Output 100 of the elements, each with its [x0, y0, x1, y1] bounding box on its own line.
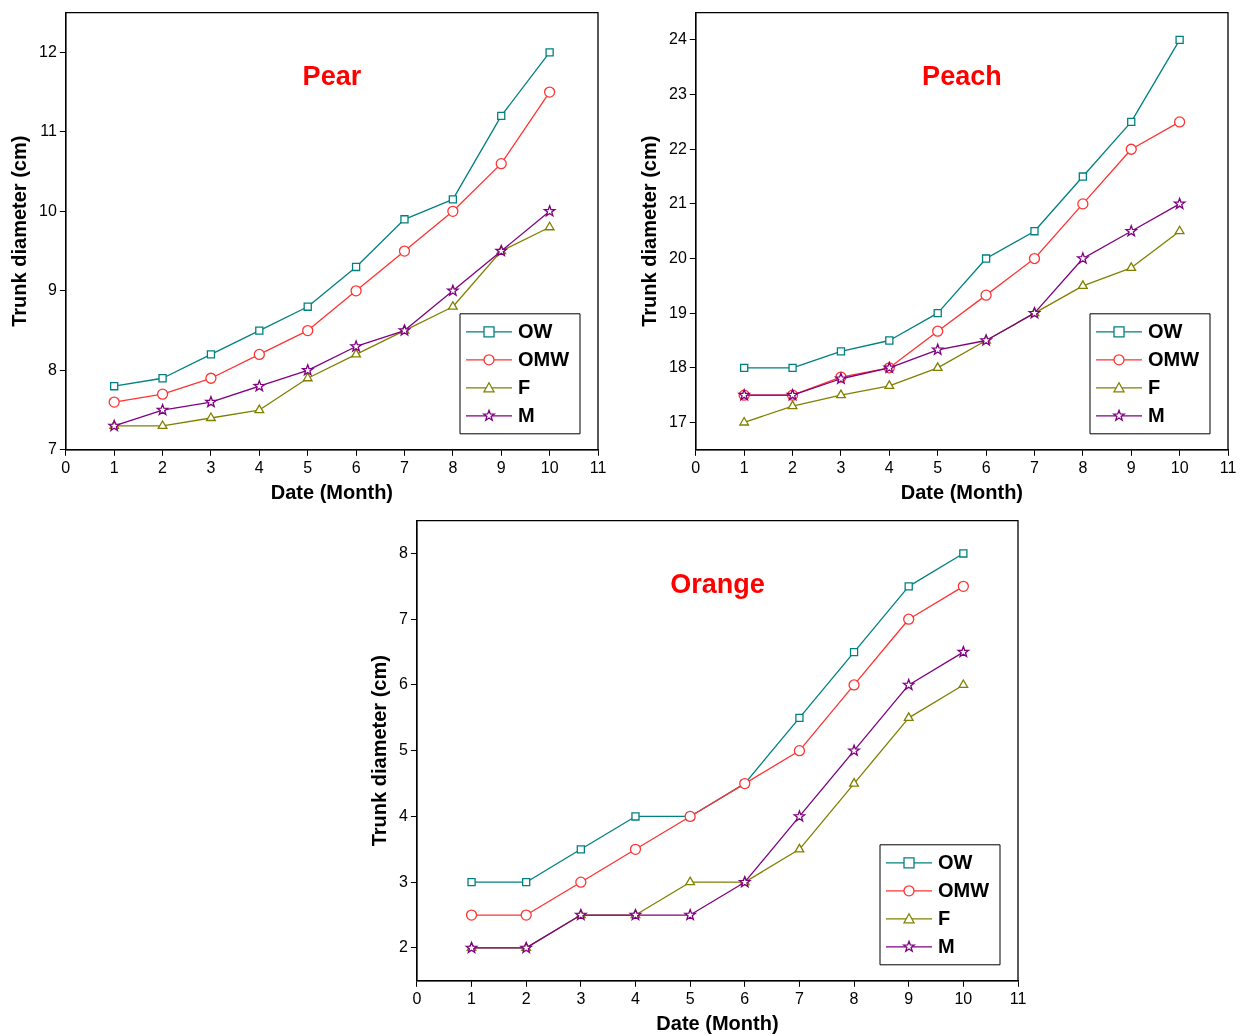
- legend-label: OMW: [1148, 348, 1200, 371]
- point: [884, 380, 895, 390]
- point: [795, 713, 804, 723]
- point: [932, 325, 944, 337]
- point: [446, 284, 459, 296]
- point: [1125, 225, 1138, 237]
- point: [543, 205, 556, 217]
- y-tick-label: 17: [669, 412, 687, 430]
- point: [448, 195, 458, 204]
- x-tick-label: 10: [540, 458, 559, 476]
- text: Pear: [302, 61, 362, 92]
- point: [545, 48, 554, 57]
- y-tick-label: 5: [398, 741, 408, 759]
- point: [205, 372, 217, 384]
- point: [1173, 116, 1186, 128]
- legend-label: OW: [1148, 320, 1183, 343]
- y-tick-label: 10: [39, 201, 57, 219]
- point: [981, 254, 991, 263]
- x-tick-label: 4: [631, 989, 641, 1007]
- y-tick-label: 21: [669, 194, 687, 212]
- y-tick-label: 23: [669, 84, 687, 102]
- legend-label: M: [938, 935, 955, 958]
- point: [835, 389, 846, 399]
- x-tick-label: 9: [1126, 458, 1136, 476]
- point: [848, 679, 860, 691]
- point: [739, 416, 750, 426]
- point: [465, 909, 478, 921]
- point: [849, 777, 860, 787]
- point: [467, 878, 476, 887]
- legend-label: F: [1148, 376, 1161, 399]
- point: [902, 678, 915, 691]
- point: [520, 909, 532, 921]
- point: [1077, 280, 1088, 289]
- point: [302, 324, 314, 337]
- point: [957, 645, 970, 658]
- y-tick-label: 11: [40, 122, 57, 140]
- point: [109, 382, 119, 391]
- point: [156, 403, 169, 416]
- point: [849, 647, 859, 657]
- legend-label: OW: [938, 851, 973, 874]
- x-tick-label: 3: [836, 458, 846, 476]
- point: [351, 262, 361, 272]
- point: [1078, 172, 1088, 181]
- x-tick-label: 1: [109, 458, 119, 476]
- x-tick-label: 7: [1030, 458, 1040, 476]
- point: [1077, 198, 1089, 210]
- point: [959, 549, 968, 558]
- x-tick-label: 8: [849, 989, 859, 1007]
- x-tick-label: 5: [933, 458, 943, 476]
- x-tick-label: 9: [904, 989, 914, 1007]
- point: [576, 845, 586, 854]
- legend-label: OMW: [518, 348, 570, 371]
- legend-label: F: [938, 907, 951, 930]
- x-tick-label: 0: [61, 458, 71, 476]
- point: [253, 348, 265, 361]
- y-tick-label: 20: [669, 248, 687, 266]
- point: [739, 363, 749, 373]
- y-tick-label: 9: [47, 281, 57, 299]
- point: [303, 302, 312, 311]
- x-tick-label: 0: [412, 989, 422, 1007]
- x-tick-label: 8: [1078, 458, 1088, 476]
- point: [350, 340, 362, 352]
- point: [1028, 252, 1041, 265]
- x-axis-title: Date (Month): [656, 1011, 779, 1034]
- x-tick-label: 5: [303, 458, 313, 476]
- point: [1127, 117, 1136, 127]
- point: [904, 582, 913, 591]
- y-axis-title: Trunk diameter (cm): [7, 135, 30, 327]
- y-tick-label: 22: [669, 139, 687, 157]
- y-tick-label: 19: [669, 303, 687, 321]
- point: [301, 364, 314, 376]
- legend-label: OW: [518, 320, 553, 343]
- point: [1175, 35, 1184, 45]
- x-tick-label: 8: [448, 458, 458, 476]
- legend-label: OMW: [938, 879, 990, 902]
- y-tick-label: 7: [47, 440, 57, 458]
- text: Peach: [922, 61, 1002, 92]
- x-tick-label: 11: [589, 458, 607, 476]
- point: [108, 396, 120, 408]
- point: [447, 205, 459, 217]
- point: [254, 404, 265, 414]
- x-tick-label: 2: [521, 989, 531, 1007]
- point: [931, 343, 944, 355]
- x-tick-label: 1: [739, 458, 749, 476]
- x-tick-label: 9: [496, 458, 506, 476]
- point: [206, 350, 216, 359]
- x-tick-label: 7: [794, 989, 804, 1007]
- point: [631, 812, 640, 821]
- point: [1076, 252, 1089, 264]
- point: [793, 810, 806, 822]
- x-tick-label: 6: [740, 989, 750, 1007]
- y-tick-label: 8: [47, 360, 57, 378]
- x-tick-label: 6: [351, 458, 361, 476]
- point: [1173, 197, 1186, 209]
- point: [794, 843, 805, 853]
- y-tick-label: 24: [669, 30, 687, 48]
- y-tick-label: 12: [39, 42, 57, 60]
- point: [205, 395, 217, 408]
- point: [957, 580, 969, 592]
- x-axis-title: Date (Month): [900, 480, 1023, 503]
